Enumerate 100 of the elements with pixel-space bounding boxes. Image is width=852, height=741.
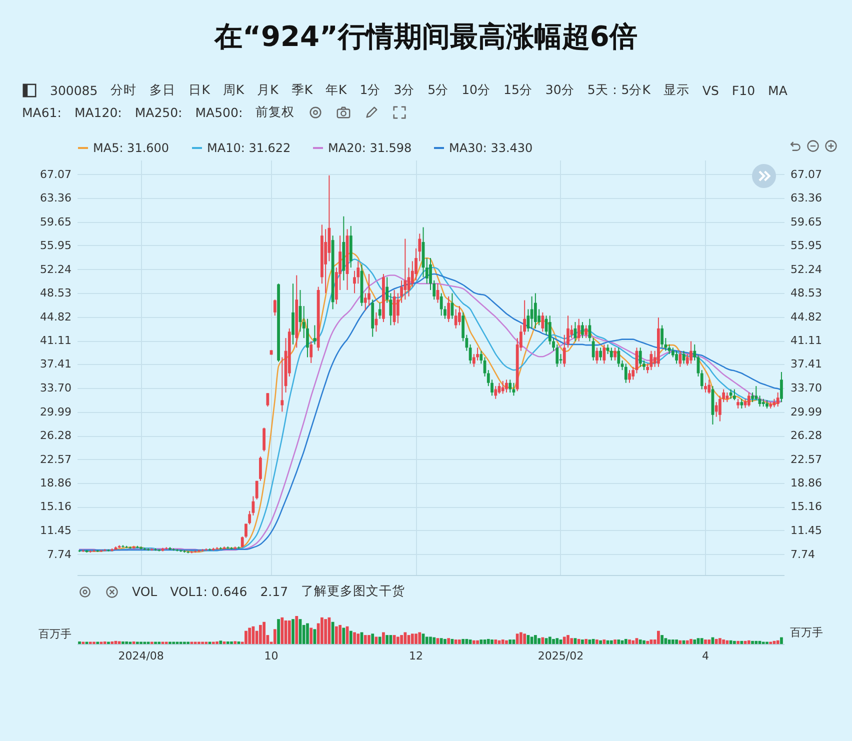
y-tick-label: 18.86 bbox=[40, 476, 72, 490]
x-tick-label: 2024/08 bbox=[118, 650, 164, 662]
text: 3分 bbox=[394, 82, 415, 99]
bar bbox=[718, 638, 722, 644]
bar bbox=[400, 635, 403, 644]
bar bbox=[508, 640, 512, 644]
candlestick bbox=[610, 347, 613, 361]
bar bbox=[382, 632, 385, 644]
y-tick-label: 55.95 bbox=[40, 239, 72, 252]
candlestick bbox=[505, 379, 508, 393]
text: MA250: bbox=[134, 105, 182, 120]
bar bbox=[248, 628, 252, 644]
bar bbox=[624, 638, 628, 644]
text: 分时 bbox=[110, 82, 137, 99]
bar bbox=[280, 617, 284, 644]
candlestick bbox=[714, 402, 718, 418]
legend-label: MA10: 31.622 bbox=[207, 141, 291, 155]
bar bbox=[378, 636, 382, 644]
candlestick bbox=[592, 338, 595, 361]
candlestick bbox=[310, 340, 313, 364]
y-tick-label: 52.24 bbox=[40, 262, 72, 276]
candlestick bbox=[780, 371, 783, 403]
bar bbox=[338, 624, 342, 644]
text: 30分 bbox=[545, 82, 574, 99]
candlestick bbox=[700, 370, 704, 390]
candlestick bbox=[262, 427, 266, 452]
bar bbox=[520, 632, 522, 644]
bar bbox=[556, 638, 559, 644]
bar bbox=[530, 636, 534, 644]
bar bbox=[418, 632, 422, 644]
y-tick-label: 44.82 bbox=[40, 310, 72, 324]
bar bbox=[216, 641, 218, 644]
bar bbox=[664, 638, 668, 644]
bar bbox=[295, 616, 298, 644]
candlestick bbox=[754, 386, 758, 401]
bar bbox=[516, 634, 519, 644]
bar bbox=[310, 628, 313, 644]
bar bbox=[523, 634, 526, 644]
text: 5分 bbox=[428, 82, 449, 99]
candlestick bbox=[614, 347, 616, 361]
bar bbox=[356, 634, 360, 644]
bar bbox=[454, 640, 458, 644]
candlestick bbox=[494, 386, 498, 400]
bar bbox=[234, 641, 237, 644]
bar bbox=[414, 634, 418, 644]
y2-tick-label: 33.70 bbox=[790, 381, 822, 394]
candlestick bbox=[378, 302, 382, 320]
x-tick-label: 12 bbox=[409, 650, 424, 662]
bar bbox=[675, 640, 678, 644]
bar bbox=[125, 641, 128, 644]
y-tick-label: 29.99 bbox=[40, 405, 72, 418]
bar bbox=[371, 634, 374, 644]
bar bbox=[132, 641, 136, 644]
x-tick-label: 2025/02 bbox=[538, 650, 584, 662]
candlestick bbox=[368, 273, 370, 307]
candlestick bbox=[675, 350, 678, 364]
bar bbox=[501, 640, 504, 644]
bar bbox=[476, 640, 479, 644]
bar bbox=[548, 636, 552, 644]
y2-tick-label: 55.95 bbox=[790, 239, 822, 252]
bar bbox=[386, 635, 389, 644]
bar bbox=[462, 638, 465, 644]
text: 日K bbox=[188, 82, 210, 99]
bar bbox=[566, 635, 570, 644]
candlestick bbox=[606, 344, 610, 355]
text: 季K bbox=[291, 82, 313, 99]
y2-tick-label: 37.41 bbox=[790, 358, 822, 371]
bar bbox=[288, 620, 291, 644]
bar bbox=[642, 640, 646, 644]
bar bbox=[258, 624, 262, 644]
bar bbox=[602, 640, 606, 644]
candlestick bbox=[624, 363, 628, 384]
candlestick bbox=[736, 398, 740, 409]
bar bbox=[440, 638, 443, 644]
y-tick-label: 67.07 bbox=[40, 168, 72, 181]
bar bbox=[273, 629, 276, 644]
candlestick bbox=[404, 238, 407, 300]
bar bbox=[410, 634, 414, 644]
legend-label: MA30: 33.430 bbox=[449, 141, 533, 155]
legend-label: MA5: 31.600 bbox=[93, 141, 170, 155]
text: VOL1: 0.646 bbox=[170, 584, 248, 599]
bar bbox=[364, 635, 367, 644]
y-tick-label: 63.36 bbox=[40, 192, 72, 205]
y2-tick-label: 44.82 bbox=[790, 310, 822, 324]
bar bbox=[306, 623, 309, 644]
bar bbox=[657, 630, 660, 644]
bar bbox=[78, 641, 81, 644]
bar bbox=[324, 619, 328, 644]
bar bbox=[331, 622, 334, 644]
candlestick bbox=[599, 347, 602, 361]
bar bbox=[614, 640, 616, 644]
y-tick-label: 7.74 bbox=[47, 548, 72, 561]
candlestick bbox=[501, 380, 504, 394]
y-tick-label: 48.53 bbox=[40, 286, 72, 300]
text: 1分 bbox=[360, 82, 381, 99]
candlestick bbox=[447, 296, 450, 323]
bar bbox=[349, 630, 352, 644]
candlestick bbox=[258, 456, 262, 482]
bar bbox=[628, 640, 631, 644]
bar bbox=[494, 640, 498, 644]
